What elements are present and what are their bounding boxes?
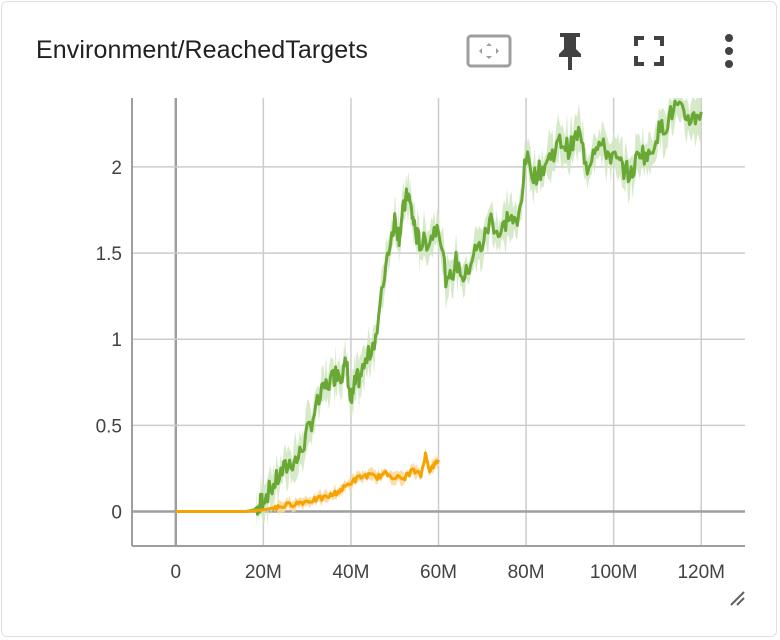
y-tick-label: 1 xyxy=(111,330,122,351)
x-tick-label: 40M xyxy=(332,562,369,583)
chart-ticks: 0 20M 40M 60M 80M 100M 120M 0 0.5 1 1.5 2 xyxy=(96,158,725,583)
series-band xyxy=(175,445,439,514)
more-vert-icon xyxy=(725,34,733,68)
x-tick-label: 20M xyxy=(245,562,282,583)
y-tick-label: 0.5 xyxy=(96,416,122,437)
series-line xyxy=(175,99,703,516)
y-tick-label: 0 xyxy=(111,503,122,524)
y-tick-label: 2 xyxy=(111,158,122,179)
series-line xyxy=(175,451,440,514)
fullscreen-icon xyxy=(634,36,664,66)
x-tick-label: 60M xyxy=(420,562,457,583)
card-toolbar xyxy=(0,28,780,74)
pin-icon xyxy=(559,33,581,70)
y-tick-label: 1.5 xyxy=(96,244,122,265)
x-tick-label: 0 xyxy=(170,562,181,583)
chart-axes xyxy=(131,98,745,547)
chart-grid xyxy=(132,98,745,546)
resize-handle-icon[interactable] xyxy=(727,588,747,608)
pin-button[interactable] xyxy=(547,28,593,74)
fit-domain-button[interactable] xyxy=(466,28,512,74)
fullscreen-button[interactable] xyxy=(626,28,672,74)
x-tick-label: 120M xyxy=(677,562,725,583)
x-tick-label: 100M xyxy=(590,562,638,583)
series-lines xyxy=(175,99,703,516)
series-band xyxy=(175,98,702,527)
card-title: Environment/ReachedTargets xyxy=(36,36,368,64)
more-options-button[interactable] xyxy=(706,28,752,74)
fit-to-data-icon xyxy=(466,34,512,68)
x-tick-label: 80M xyxy=(508,562,545,583)
